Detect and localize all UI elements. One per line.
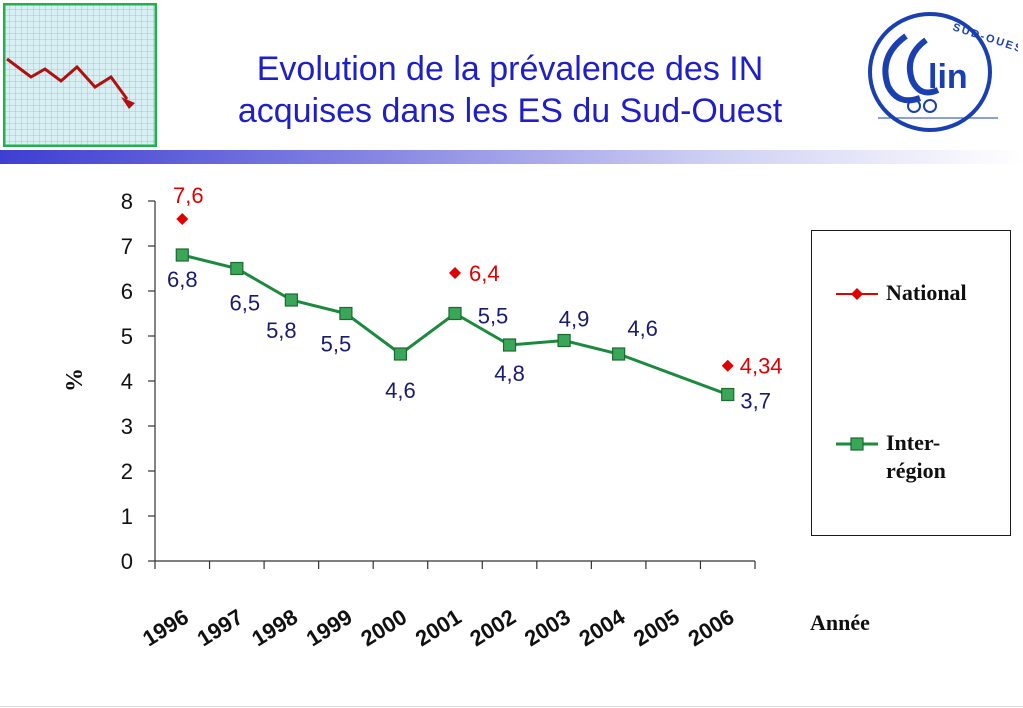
x-tick-label: 2003 <box>520 604 575 651</box>
y-tick-label: 5 <box>121 324 133 349</box>
page-title: Evolution de la prévalence des IN acquis… <box>160 48 860 132</box>
interregion-point <box>612 347 626 361</box>
y-tick-label: 8 <box>121 189 133 214</box>
national-point <box>176 213 189 225</box>
interregion-point <box>393 347 408 361</box>
interregion-point <box>502 338 517 352</box>
interregion-data-label: 4,6 <box>627 316 658 341</box>
bottom-divider <box>0 706 1023 707</box>
y-axis-label: % <box>62 368 88 392</box>
interregion-data-label: 3,7 <box>740 389 771 414</box>
x-axis-title: Année <box>810 610 870 635</box>
interregion-point <box>175 248 189 262</box>
cclin-logo: lin SUD-OUEST <box>868 12 1018 132</box>
interregion-point <box>721 387 735 402</box>
legend: National Inter-région <box>811 230 1011 536</box>
x-tick-label: 1997 <box>193 604 248 651</box>
y-tick-label: 4 <box>121 369 133 394</box>
y-tick-label: 1 <box>121 504 133 529</box>
header-gradient-band <box>0 150 1023 164</box>
series-layer: 6,8 6,55,8 5,5 4,6 5,5 4,8 4,9 4,6 3,7 7,6 6,4 4,34 <box>167 183 783 414</box>
y-axis: 0 1 2 3 4 5 6 7 8 <box>121 189 156 574</box>
x-tick-label: 2002 <box>465 604 520 651</box>
x-tick-label: 1999 <box>302 604 357 651</box>
national-data-label: 6,4 <box>469 261 500 286</box>
interregion-point <box>557 333 571 348</box>
national-point <box>449 267 461 279</box>
y-tick-label: 3 <box>121 414 133 439</box>
x-axis: 1996 1997 1998 1999 2000 2001 2002 2003 2004 2005… <box>138 560 756 652</box>
interregion-point <box>230 261 244 276</box>
interregion-data-label: 4,6 <box>385 378 416 403</box>
interregion-data-label: 6,8 <box>167 267 198 292</box>
legend-interregion-label: Inter-région <box>886 430 946 483</box>
interregion-data-label: 4,8 <box>494 361 525 386</box>
y-tick-label: 0 <box>121 549 133 574</box>
interregion-data-label: 5,5 <box>478 304 509 329</box>
interregion-data-label: 6,5 <box>230 291 261 316</box>
interregion-data-label: 5,8 <box>266 318 297 343</box>
interregion-data-label: 4,9 <box>559 307 590 332</box>
y-tick-label: 7 <box>121 234 133 259</box>
trend-thumbnail <box>3 3 157 147</box>
x-tick-label: 1996 <box>138 604 193 651</box>
legend-national-marker <box>836 288 878 300</box>
interregion-point <box>448 306 462 321</box>
x-tick-label: 2005 <box>629 604 684 651</box>
national-point <box>721 359 734 372</box>
legend-interregion-marker <box>836 437 878 451</box>
y-tick-label: 6 <box>121 279 133 304</box>
x-tick-label: 2001 <box>411 604 466 651</box>
x-tick-label: 2000 <box>356 604 411 651</box>
x-tick-label: 2006 <box>684 604 739 651</box>
x-tick-label: 1998 <box>247 604 302 651</box>
logo-main-text: lin <box>928 58 968 96</box>
national-data-label: 7,6 <box>173 183 204 208</box>
title-line-2: acquises dans les ES du Sud-Ouest <box>237 92 783 130</box>
falling-trend-icon <box>6 57 129 100</box>
national-data-label: 4,34 <box>740 354 783 379</box>
y-tick-label: 2 <box>121 459 133 484</box>
interregion-point <box>284 293 298 307</box>
legend-national-label: National <box>886 280 967 305</box>
interregion-point <box>339 306 353 321</box>
interregion-line <box>181 253 729 396</box>
interregion-data-label: 5,5 <box>321 332 352 357</box>
logo-arc-text: SUD-OUEST <box>951 21 1018 58</box>
x-tick-label: 2004 <box>575 604 630 652</box>
title-line-1: Evolution de la prévalence des IN <box>256 50 764 88</box>
